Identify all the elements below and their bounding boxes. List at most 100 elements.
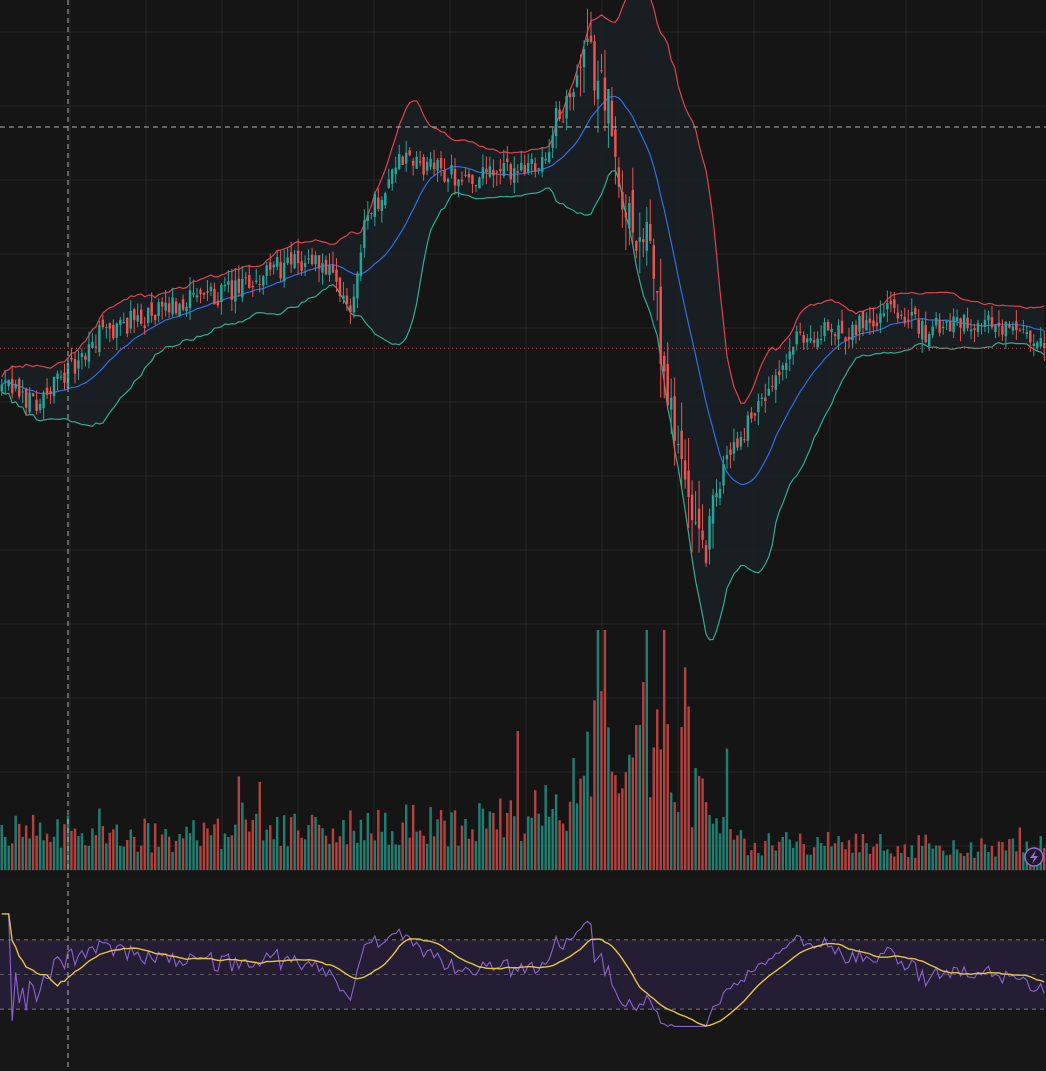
candle-body: [844, 337, 847, 341]
volume-bar: [394, 844, 397, 870]
candle-body: [934, 317, 938, 326]
candle-body: [129, 310, 132, 329]
volume-bar: [589, 796, 593, 870]
lightning-icon[interactable]: [1024, 847, 1044, 867]
candle-body: [635, 241, 638, 251]
candle-body: [527, 163, 530, 173]
volume-bar: [126, 839, 129, 870]
candle-body: [146, 307, 150, 323]
candle-body: [969, 329, 973, 332]
candle-body: [715, 492, 718, 498]
candle-body: [572, 92, 575, 97]
volume-bar: [554, 794, 558, 870]
volume-bar: [830, 846, 833, 870]
candle-body: [108, 323, 112, 329]
candle-body: [24, 388, 28, 408]
volume-bar: [812, 847, 816, 870]
candle-body: [816, 338, 819, 348]
volume-bar: [704, 802, 708, 870]
volume-bar: [453, 810, 457, 870]
volume-bar: [746, 855, 750, 870]
candle-body: [662, 355, 666, 372]
volume-bar: [384, 812, 387, 870]
candle-body: [596, 80, 600, 100]
candle-body: [530, 158, 533, 165]
volume-bar: [338, 836, 342, 870]
volume-bar: [17, 823, 21, 870]
volume-bar: [464, 819, 467, 870]
candle-body: [126, 317, 129, 334]
candle-body: [404, 152, 408, 164]
volume-bar: [401, 822, 404, 870]
candle-body: [739, 437, 743, 447]
candle-body: [704, 545, 708, 563]
volume-bar: [70, 830, 73, 870]
candle-body: [962, 314, 966, 332]
candle-body: [861, 310, 865, 329]
candle-body: [764, 397, 767, 401]
candle-body: [1022, 328, 1025, 330]
volume-bar: [63, 824, 66, 870]
volume-bar: [903, 844, 907, 870]
candle-body: [122, 321, 125, 324]
volume-bar: [826, 831, 830, 870]
volume-bar: [575, 803, 579, 870]
volume-bar: [178, 833, 181, 870]
volume-bar: [1018, 827, 1022, 870]
candle-body: [617, 167, 621, 187]
candle-body: [317, 255, 321, 269]
volume-bar: [760, 855, 764, 870]
candle-body: [516, 171, 519, 173]
volume-bar: [624, 772, 628, 870]
volume-bar: [119, 845, 122, 870]
candle-body: [443, 170, 446, 182]
candle-body: [987, 315, 990, 321]
candle-body: [474, 185, 478, 187]
volume-bar: [150, 852, 153, 870]
candle-body: [338, 277, 342, 297]
candle-body: [997, 322, 1001, 327]
volume-bar: [603, 630, 607, 870]
volume-bar: [540, 825, 544, 870]
volume-bar: [495, 829, 499, 870]
candle-body: [1032, 343, 1036, 346]
volume-bar: [56, 819, 59, 870]
volume-bar: [854, 833, 858, 870]
candle-body: [893, 299, 896, 309]
candle-body: [300, 261, 303, 271]
volume-bar: [139, 845, 143, 870]
candle-body: [258, 283, 261, 285]
candle-body: [711, 495, 715, 524]
candle-body: [757, 400, 760, 413]
volume-bar: [377, 809, 380, 870]
candle-body: [321, 263, 324, 273]
candle-body: [356, 273, 359, 299]
volume-bar: [349, 810, 352, 870]
volume-bar: [275, 816, 279, 870]
volume-bar: [802, 843, 805, 870]
candle-body: [28, 392, 31, 413]
candle-body: [384, 193, 387, 206]
candle-body: [157, 302, 160, 316]
candle-body: [945, 321, 948, 323]
candle-body: [1025, 331, 1029, 334]
candle-body: [174, 301, 178, 314]
volume-bar: [614, 775, 617, 870]
volume-bar: [342, 819, 345, 870]
volume-bar: [757, 853, 760, 870]
volume-bar: [1043, 847, 1046, 870]
volume-bar: [439, 809, 443, 870]
candle-body: [293, 254, 296, 269]
candle-body: [199, 290, 202, 294]
candle-body: [415, 156, 418, 169]
volume-bar: [607, 727, 610, 870]
candle-body: [282, 262, 286, 282]
candle-body: [370, 212, 373, 214]
volume-bar: [59, 847, 63, 870]
candle-body: [558, 109, 561, 120]
bollinger-band-fill: [1, 0, 1045, 640]
volume-bar: [718, 833, 722, 870]
volume-bar: [980, 838, 983, 870]
